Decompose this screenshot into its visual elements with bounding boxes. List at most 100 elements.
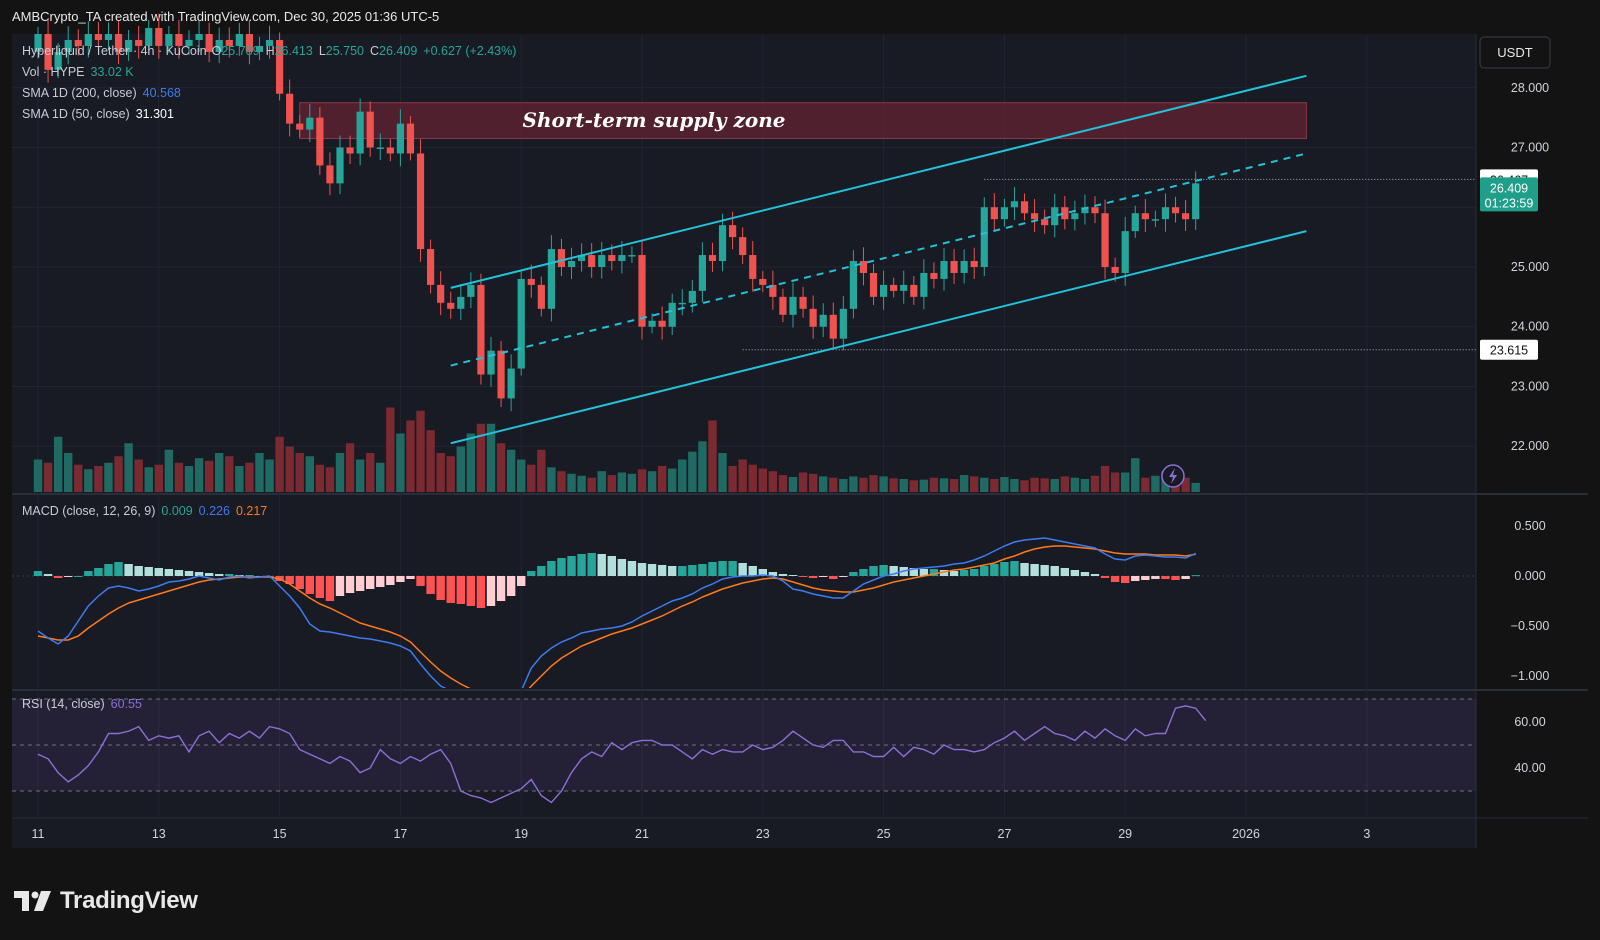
- candle-body: [900, 284, 908, 291]
- macd-histogram-bar: [567, 556, 576, 576]
- candle-body: [638, 255, 646, 327]
- candle-body: [869, 272, 878, 297]
- candle-body: [296, 123, 304, 130]
- time-axis-label: 3: [1363, 827, 1370, 841]
- rsi-line: [37, 705, 1207, 804]
- price-axis-label: 28.000: [1511, 81, 1549, 95]
- volume-bar: [1020, 480, 1029, 492]
- volume-bar: [1090, 475, 1100, 492]
- candle-body: [356, 111, 364, 154]
- macd-histogram-bar: [627, 561, 637, 576]
- volume-bar: [688, 451, 697, 492]
- candle-body: [276, 39, 284, 94]
- price-levels: [742, 178, 1476, 351]
- volume-bar: [215, 453, 224, 492]
- volume-bar: [345, 443, 355, 492]
- candle-body: [990, 207, 998, 220]
- time-axis-label: 19: [514, 827, 528, 841]
- macd-histogram-bar: [456, 576, 465, 604]
- rsi-axis-label: 40.00: [1514, 761, 1545, 775]
- legend-sma50-label: SMA 1D (50, close): [22, 107, 130, 121]
- last-price-badge-text: 26.409: [1490, 181, 1528, 195]
- candle-body: [628, 255, 636, 257]
- candle-body: [1141, 213, 1149, 220]
- candle-body: [718, 225, 727, 262]
- candle-body: [135, 39, 143, 46]
- volume-bar: [738, 459, 747, 492]
- candle-body: [104, 34, 113, 40]
- volume-bar: [124, 443, 133, 492]
- volume-bar: [335, 453, 345, 492]
- candle-body: [1111, 266, 1119, 273]
- price-axis-label: 22.000: [1511, 439, 1549, 453]
- svg-text:SMA 1D (50, close)31.301: SMA 1D (50, close) 31.301: [22, 107, 174, 121]
- candle-body: [427, 249, 435, 285]
- candle-body: [306, 117, 314, 130]
- macd-histogram-bar: [557, 558, 566, 576]
- price-legend: Hyperliquid / Tether · 4h · KuCoin O25.78…: [22, 44, 516, 121]
- macd-histogram-bar: [657, 565, 667, 576]
- macd-histogram-bar: [607, 556, 616, 576]
- macd-histogram-bar: [517, 576, 526, 586]
- candle-body: [1071, 213, 1079, 220]
- lightning-icon[interactable]: [1161, 464, 1185, 488]
- macd-histogram-bar: [396, 576, 405, 582]
- volume-bar: [386, 407, 395, 492]
- rsi-axis-label: 60.00: [1514, 715, 1545, 729]
- candle-body: [930, 272, 938, 279]
- macd-histogram-bar: [788, 575, 798, 576]
- volume-bar: [1110, 472, 1120, 492]
- volume-bar: [647, 471, 657, 492]
- candle-body: [769, 284, 777, 297]
- candle-body: [145, 28, 153, 46]
- candle-body: [326, 165, 334, 184]
- channel-lower-line: [450, 230, 1307, 445]
- macd-histogram-bar: [144, 567, 153, 576]
- volume-bar: [84, 469, 93, 492]
- macd-histogram-bar: [577, 554, 586, 576]
- svg-text:USDT: USDT: [1497, 45, 1532, 60]
- candle-body: [507, 368, 515, 399]
- macd-histogram-bar: [366, 576, 375, 589]
- candle-body: [457, 296, 465, 309]
- volume-bars: [33, 407, 1200, 492]
- candle-body: [205, 34, 213, 52]
- candle-body: [155, 28, 163, 46]
- macd-histogram-bar: [879, 565, 888, 576]
- candlesticks: [34, 13, 1200, 412]
- macd-histogram-bar: [718, 561, 727, 576]
- macd-histogram-bar: [64, 576, 73, 577]
- macd-histogram-bar: [959, 570, 969, 576]
- time-axis-label: 21: [635, 827, 649, 841]
- macd-histogram-bar: [1191, 575, 1200, 577]
- time-axis-label: 17: [393, 827, 407, 841]
- candle-body: [588, 255, 596, 267]
- currency-button[interactable]: USDT: [1479, 36, 1551, 69]
- volume-bar: [527, 464, 536, 492]
- macd-histogram-bar: [949, 571, 959, 576]
- candle-body: [1010, 201, 1019, 208]
- macd-histogram-bar: [305, 576, 314, 594]
- macd-histogram-bar: [114, 562, 123, 576]
- macd-histogram-bar: [909, 568, 918, 576]
- macd-histogram-bar: [295, 576, 304, 589]
- volume-bar: [134, 459, 143, 492]
- macd-histogram-bar: [506, 576, 516, 596]
- macd-histogram-bar: [587, 553, 596, 576]
- macd-histogram-bar: [134, 566, 143, 576]
- volume-bar: [366, 453, 375, 492]
- volume-bar: [426, 430, 435, 492]
- macd-histogram-bar: [174, 570, 184, 576]
- volume-bar: [355, 459, 365, 492]
- candle-body: [658, 320, 666, 327]
- candle-body: [890, 284, 898, 291]
- tradingview-logo: TradingView: [14, 887, 198, 915]
- volume-bar: [1040, 478, 1049, 492]
- macd-histogram-bar: [315, 576, 325, 598]
- candle-body: [1031, 213, 1039, 220]
- macd-histogram-bar: [215, 574, 224, 576]
- price-chart[interactable]: Short-term supply zone Hyperliquid / Tet…: [0, 0, 1600, 872]
- macd-histogram-bar: [285, 576, 294, 584]
- candle-body: [648, 320, 656, 327]
- candle-body: [829, 314, 837, 339]
